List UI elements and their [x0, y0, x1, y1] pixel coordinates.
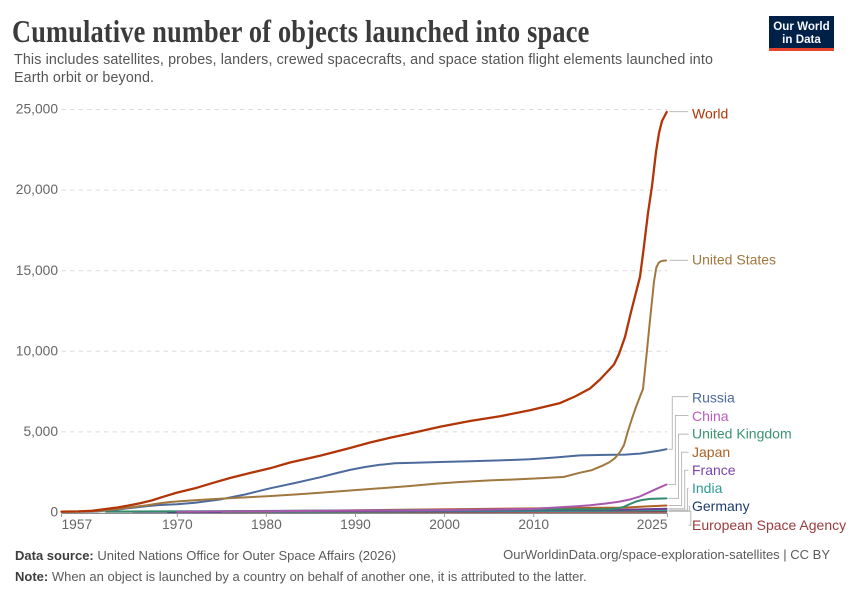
svg-text:India: India: [692, 480, 723, 496]
svg-text:United States: United States: [692, 252, 776, 268]
svg-text:United Kingdom: United Kingdom: [692, 426, 792, 442]
svg-text:World: World: [692, 106, 728, 122]
svg-text:2000: 2000: [429, 517, 460, 532]
svg-text:2025: 2025: [637, 517, 668, 532]
svg-text:25,000: 25,000: [16, 102, 59, 117]
svg-text:1990: 1990: [340, 517, 371, 532]
svg-text:Russia: Russia: [692, 389, 735, 405]
svg-text:France: France: [692, 462, 736, 478]
svg-text:1970: 1970: [162, 517, 193, 532]
svg-text:10,000: 10,000: [16, 344, 59, 359]
svg-text:15,000: 15,000: [16, 263, 59, 278]
svg-text:Germany: Germany: [692, 498, 750, 514]
svg-text:1980: 1980: [251, 517, 282, 532]
svg-text:1957: 1957: [62, 517, 93, 532]
svg-text:China: China: [692, 408, 729, 424]
svg-text:2010: 2010: [518, 517, 549, 532]
svg-text:0: 0: [50, 505, 58, 520]
svg-text:20,000: 20,000: [16, 182, 59, 197]
svg-text:European Space Agency: European Space Agency: [692, 517, 846, 533]
svg-text:Japan: Japan: [692, 444, 730, 460]
svg-text:5,000: 5,000: [23, 424, 58, 439]
